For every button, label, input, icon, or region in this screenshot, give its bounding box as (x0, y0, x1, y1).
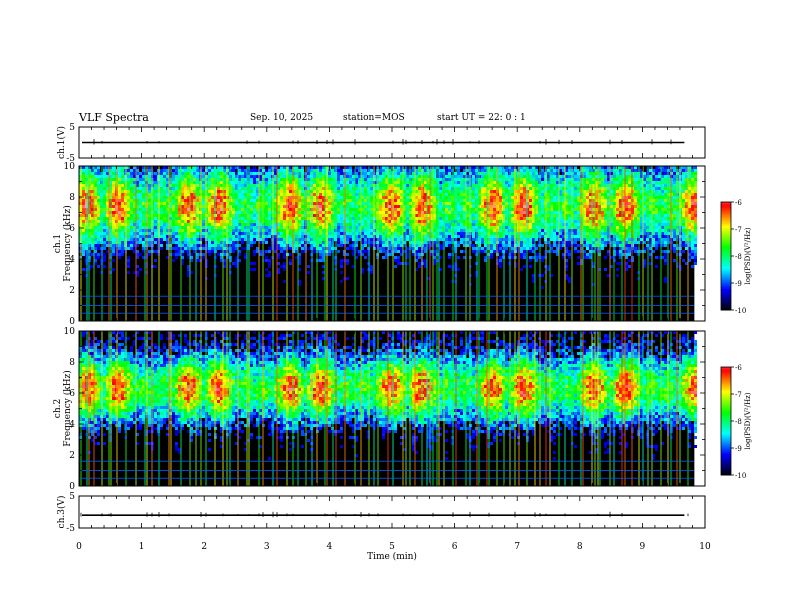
y-tick-label: 5 (69, 123, 75, 133)
y-axis-label: ch.3(V) (56, 496, 67, 529)
ch1-spectrogram-panel: 10 8 6 4 2 0 ch.1 Frequency (kHz) -6 -7 -8 -9 -10 log… (53, 162, 752, 327)
y-axis-label: Frequency (kHz) (62, 370, 73, 447)
x-tick-label: 10 (699, 542, 711, 552)
x-axis: 0 1 2 3 4 5 6 7 8 9 10 Time (min) (76, 542, 711, 562)
colorbar-tick-label: -9 (735, 445, 742, 453)
y-tick-label: 4 (69, 420, 75, 430)
y-tick-label: 10 (64, 162, 76, 172)
y-axis-label: Frequency (kHz) (62, 205, 73, 282)
x-tick-label: 6 (452, 542, 458, 552)
y-tick-label: 2 (69, 451, 75, 461)
y-tick-label: 6 (69, 224, 75, 234)
y-tick-label: 6 (69, 389, 75, 399)
x-tick-label: 3 (264, 542, 270, 552)
ch1-waveform-panel: 5 -5ch.1(V) (56, 123, 706, 164)
colorbar-label: log(PSD)(V²/Hz) (744, 392, 752, 449)
x-axis-label: Time (min) (367, 551, 417, 562)
colorbar-tick-label: -9 (735, 280, 742, 288)
x-tick-label: 1 (139, 542, 145, 552)
y-axis-label: ch.1(V) (56, 126, 67, 159)
colorbar-tick-label: -8 (735, 418, 742, 426)
x-tick-label: 9 (640, 542, 646, 552)
ch3-waveform-panel: 5 -5ch.3(V) (56, 492, 706, 534)
colorbar-tick-label: -8 (735, 253, 742, 261)
x-tick-label: 0 (76, 542, 82, 552)
station-label: station=MOS (343, 113, 405, 123)
x-tick-label: 7 (514, 542, 520, 552)
colorbar-tick-label: -6 (735, 364, 742, 372)
ch2-spectrogram-frame (78, 330, 706, 487)
y-tick-label: -5 (66, 154, 75, 164)
x-tick-label: 4 (327, 542, 333, 552)
x-tick-label: 5 (389, 542, 395, 552)
y-tick-label: 4 (69, 255, 75, 265)
ch3-waveform-frame (78, 495, 706, 529)
y-tick-label: 0 (69, 482, 75, 492)
channel-label: ch.1 (53, 234, 63, 253)
y-tick-label: 5 (69, 492, 75, 502)
start-time-label: start UT = 22: 0 : 1 (437, 113, 526, 123)
colorbar-tick-label: -6 (735, 199, 742, 207)
chart-title: VLF Spectra (79, 111, 149, 124)
ch2-spectrogram-panel: 10 8 6 4 2 0 ch.2 Frequency (kHz) -6 -7 -8 -9 -10 log… (53, 327, 752, 492)
y-tick-label: 8 (69, 358, 75, 368)
x-tick-label: 2 (201, 542, 207, 552)
sferic-lines (80, 331, 689, 486)
colorbar-tick-label: -7 (735, 391, 742, 399)
y-tick-label: 10 (64, 327, 76, 337)
y-tick-label: 8 (69, 193, 75, 203)
sferic-lines (80, 166, 689, 321)
channel-label: ch.2 (53, 399, 63, 418)
colorbar-tick-label: -10 (735, 307, 746, 315)
colorbar-tick-label: -10 (735, 472, 746, 480)
colorbar: -6 -7 -8 -9 -10 log(PSD)(V²/Hz) (720, 199, 752, 315)
ch1-waveform-frame (78, 126, 706, 159)
date-label: Sep. 10, 2025 (250, 113, 314, 123)
colorbar-label: log(PSD)(V²/Hz) (744, 227, 752, 284)
y-tick-label: -5 (66, 524, 75, 534)
x-tick-label: 8 (577, 542, 583, 552)
colorbar: -6 -7 -8 -9 -10 log(PSD)(V²/Hz) (720, 364, 752, 480)
ch1-spectrogram-frame (78, 165, 706, 322)
y-tick-label: 2 (69, 286, 75, 296)
y-tick-label: 0 (69, 317, 75, 327)
colorbar-tick-label: -7 (735, 226, 742, 234)
